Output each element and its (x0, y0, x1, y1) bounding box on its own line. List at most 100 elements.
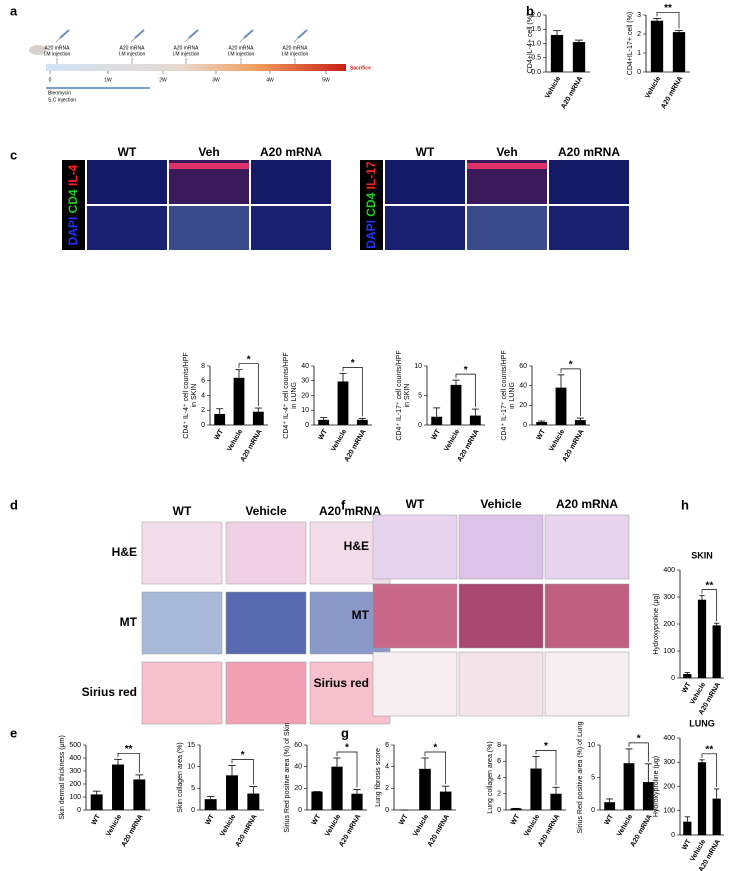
micrograph (458, 651, 544, 717)
y-tick-label: 0 (418, 422, 422, 429)
y-tick-label: 8 (201, 363, 205, 370)
y-axis-label: CD4+IL-4+ cell (%) (527, 14, 534, 74)
y-tick-label: 0 (201, 422, 205, 429)
timeline-week: 4W (266, 77, 274, 83)
timeline-week: 5W (322, 77, 330, 83)
y-tick-label: 40 (301, 363, 309, 370)
column-header: A20 mRNA (558, 145, 620, 159)
x-tick-label: Vehicle (219, 813, 237, 837)
bar (572, 42, 586, 72)
y-tick-label: 10 (301, 407, 309, 414)
timeline-text: Bleomycin (48, 90, 71, 96)
significance-bracket (336, 751, 358, 788)
x-tick-label: WT (681, 838, 693, 852)
micrograph (251, 160, 331, 204)
y-tick-label: 500 (69, 742, 81, 749)
bar (331, 766, 343, 810)
bar (555, 387, 567, 425)
x-tick-label: A20 mRNA (427, 813, 451, 848)
column-header: Vehicle (245, 504, 287, 518)
y-tick-label: 15 (187, 742, 195, 749)
micrograph (372, 514, 458, 580)
bar (356, 419, 368, 425)
y-tick-label: 40 (519, 383, 527, 390)
y-tick-label: 2 (201, 407, 205, 414)
significance-label: ** (125, 744, 133, 755)
x-tick-label: Vehicle (324, 813, 342, 837)
significance-label: * (351, 358, 355, 369)
y-tick-label: 5 (191, 785, 195, 792)
y-axis-label: Skin dermal thickness (μm) (59, 735, 66, 820)
stain-name: DAPI (364, 220, 378, 249)
y-tick-label: 100 (663, 648, 675, 655)
row-label: MT (120, 615, 138, 629)
chart-title: SKIN (691, 550, 713, 560)
bar (650, 20, 664, 72)
bar (204, 799, 217, 810)
stain-name: DAPI (66, 217, 80, 246)
y-tick-label: 0 (671, 675, 675, 682)
y-tick-label: 0 (305, 422, 309, 429)
column-header: A20 mRNA (556, 497, 618, 511)
y-tick-label: 0 (497, 807, 501, 814)
bar (450, 384, 462, 425)
bar (697, 599, 707, 678)
syringe (134, 29, 145, 39)
syringe-needle (184, 37, 190, 43)
y-tick-label: 1.0 (531, 40, 541, 47)
x-tick-label: A20 mRNA (235, 813, 259, 848)
x-tick-label: Vehicle (544, 75, 562, 99)
micrograph (141, 661, 223, 725)
y-tick-label: 0 (523, 422, 527, 429)
y-tick-label: 0.0 (531, 69, 541, 76)
y-tick-label: 3 (637, 12, 641, 19)
micrograph (458, 583, 544, 649)
y-tick-label: 4 (385, 764, 389, 771)
y-axis-label: CD4+IL-17+ cell (%) (627, 12, 634, 75)
significance-bracket (628, 742, 649, 762)
y-tick-label: 100 (69, 794, 81, 801)
micrograph (544, 514, 630, 580)
bar (431, 416, 443, 425)
micrograph (225, 661, 307, 725)
x-tick-label: WT (603, 813, 615, 827)
micrograph (385, 206, 465, 250)
panel-label: e (10, 725, 17, 740)
timeline-week: 1W (104, 77, 112, 83)
significance-label: ** (705, 744, 713, 755)
y-axis-label: Skin collagen area (%) (177, 742, 184, 812)
x-tick-label: A20 mRNA (537, 813, 561, 848)
bar (337, 381, 349, 425)
bar (683, 673, 692, 678)
bar (536, 422, 548, 425)
row-label: H&E (112, 545, 137, 559)
y-tick-label: 200 (663, 783, 675, 790)
column-header: WT (118, 145, 137, 159)
bar (214, 413, 226, 425)
y-tick-label: 4 (497, 774, 501, 781)
panel-label: h (681, 497, 689, 512)
stain-strip (62, 160, 85, 250)
significance-bracket (455, 373, 476, 408)
bar (112, 764, 124, 810)
x-tick-label: Vehicle (412, 813, 430, 837)
y-axis-label: CD4⁺ IL-17⁺ cell counts/HPF (501, 350, 508, 440)
stain-name: IL-17 (364, 161, 378, 189)
bar (233, 377, 245, 425)
timeline-week: 3W (212, 77, 220, 83)
significance-label: ** (664, 3, 672, 14)
bar (510, 808, 522, 810)
significance-label: * (247, 354, 251, 365)
column-header: WT (416, 145, 435, 159)
bar (623, 763, 635, 810)
syringe-needle (130, 37, 136, 43)
y-tick-label: 8 (497, 742, 501, 749)
mouse-icon (29, 45, 47, 55)
stain-label: DAPI CD4 IL-4 (66, 164, 80, 245)
x-tick-label: WT (510, 813, 522, 827)
significance-bracket (535, 750, 557, 786)
panel-label: a (10, 3, 18, 18)
y-axis-label: Lung collagen area (%) (487, 741, 494, 813)
x-tick-label: WT (213, 428, 225, 442)
panel-label: d (10, 497, 18, 512)
